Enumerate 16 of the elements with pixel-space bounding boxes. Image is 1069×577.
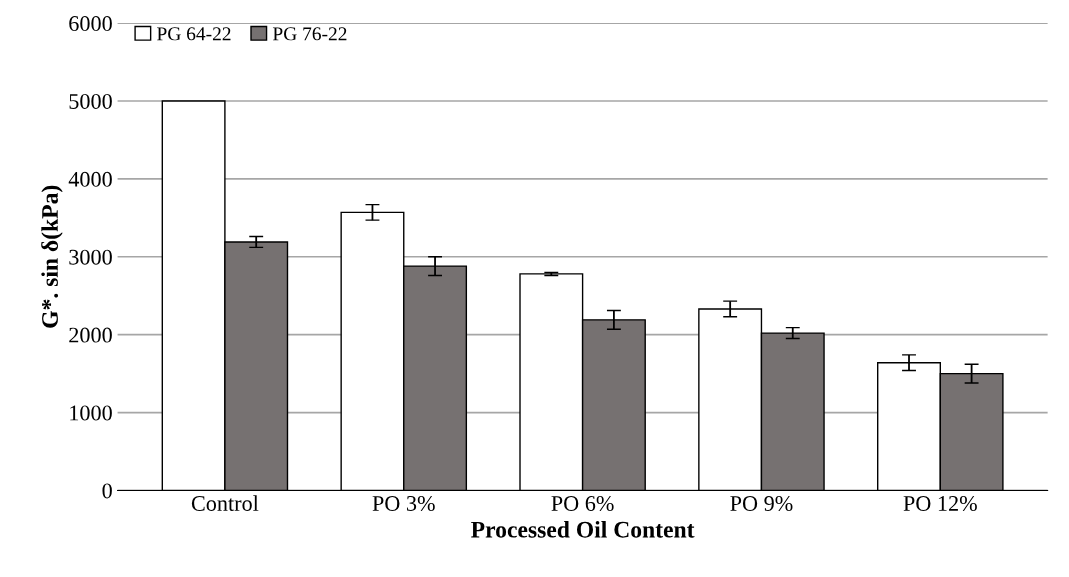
legend-label: PG 76-22	[272, 27, 347, 41]
y-tick-label: 0	[102, 483, 112, 499]
y-tick-label: 6000	[69, 16, 112, 32]
x-tick-label: Control	[191, 495, 259, 511]
x-tick-label: PO 6%	[551, 495, 614, 512]
x-tick-label: PO 3%	[372, 495, 435, 512]
y-tick-label: 1000	[70, 405, 112, 421]
x-tick-label: PO 9%	[730, 495, 793, 512]
legend-label: PG 64-22	[157, 27, 231, 41]
y-axis-title: G*. sin δ(kPa)	[41, 185, 63, 328]
x-axis-title: Processed Oil Content	[471, 521, 695, 538]
y-tick-label: 5000	[69, 93, 112, 109]
y-tick-label: 3000	[69, 249, 112, 265]
y-tick-label: 4000	[68, 171, 112, 187]
y-tick-label: 2000	[69, 327, 112, 343]
x-tick-label: PO 12%	[903, 495, 977, 512]
